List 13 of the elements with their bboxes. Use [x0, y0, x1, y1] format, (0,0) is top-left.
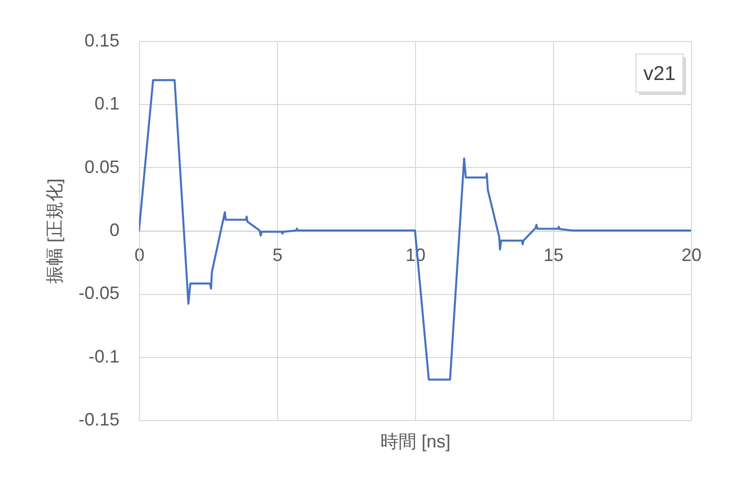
- y-tick-label: 0.05: [84, 156, 120, 177]
- x-tick-label: 15: [543, 245, 564, 265]
- x-tick-label: 20: [681, 245, 702, 265]
- y-tick-label: 0.1: [94, 94, 120, 114]
- y-tick-label: -0.05: [78, 283, 120, 304]
- x-axis-title: 時間 [ns]: [380, 432, 451, 452]
- y-tick-label: -0.15: [78, 410, 120, 430]
- x-tick-label: 5: [272, 245, 283, 265]
- y-tick-label: -0.1: [88, 346, 120, 366]
- y-tick-label: 0.15: [84, 30, 120, 50]
- y-axis-title: 振幅 [正規化]: [44, 178, 64, 284]
- y-tick-label: 0: [109, 220, 120, 240]
- annotation: v21: [643, 63, 676, 85]
